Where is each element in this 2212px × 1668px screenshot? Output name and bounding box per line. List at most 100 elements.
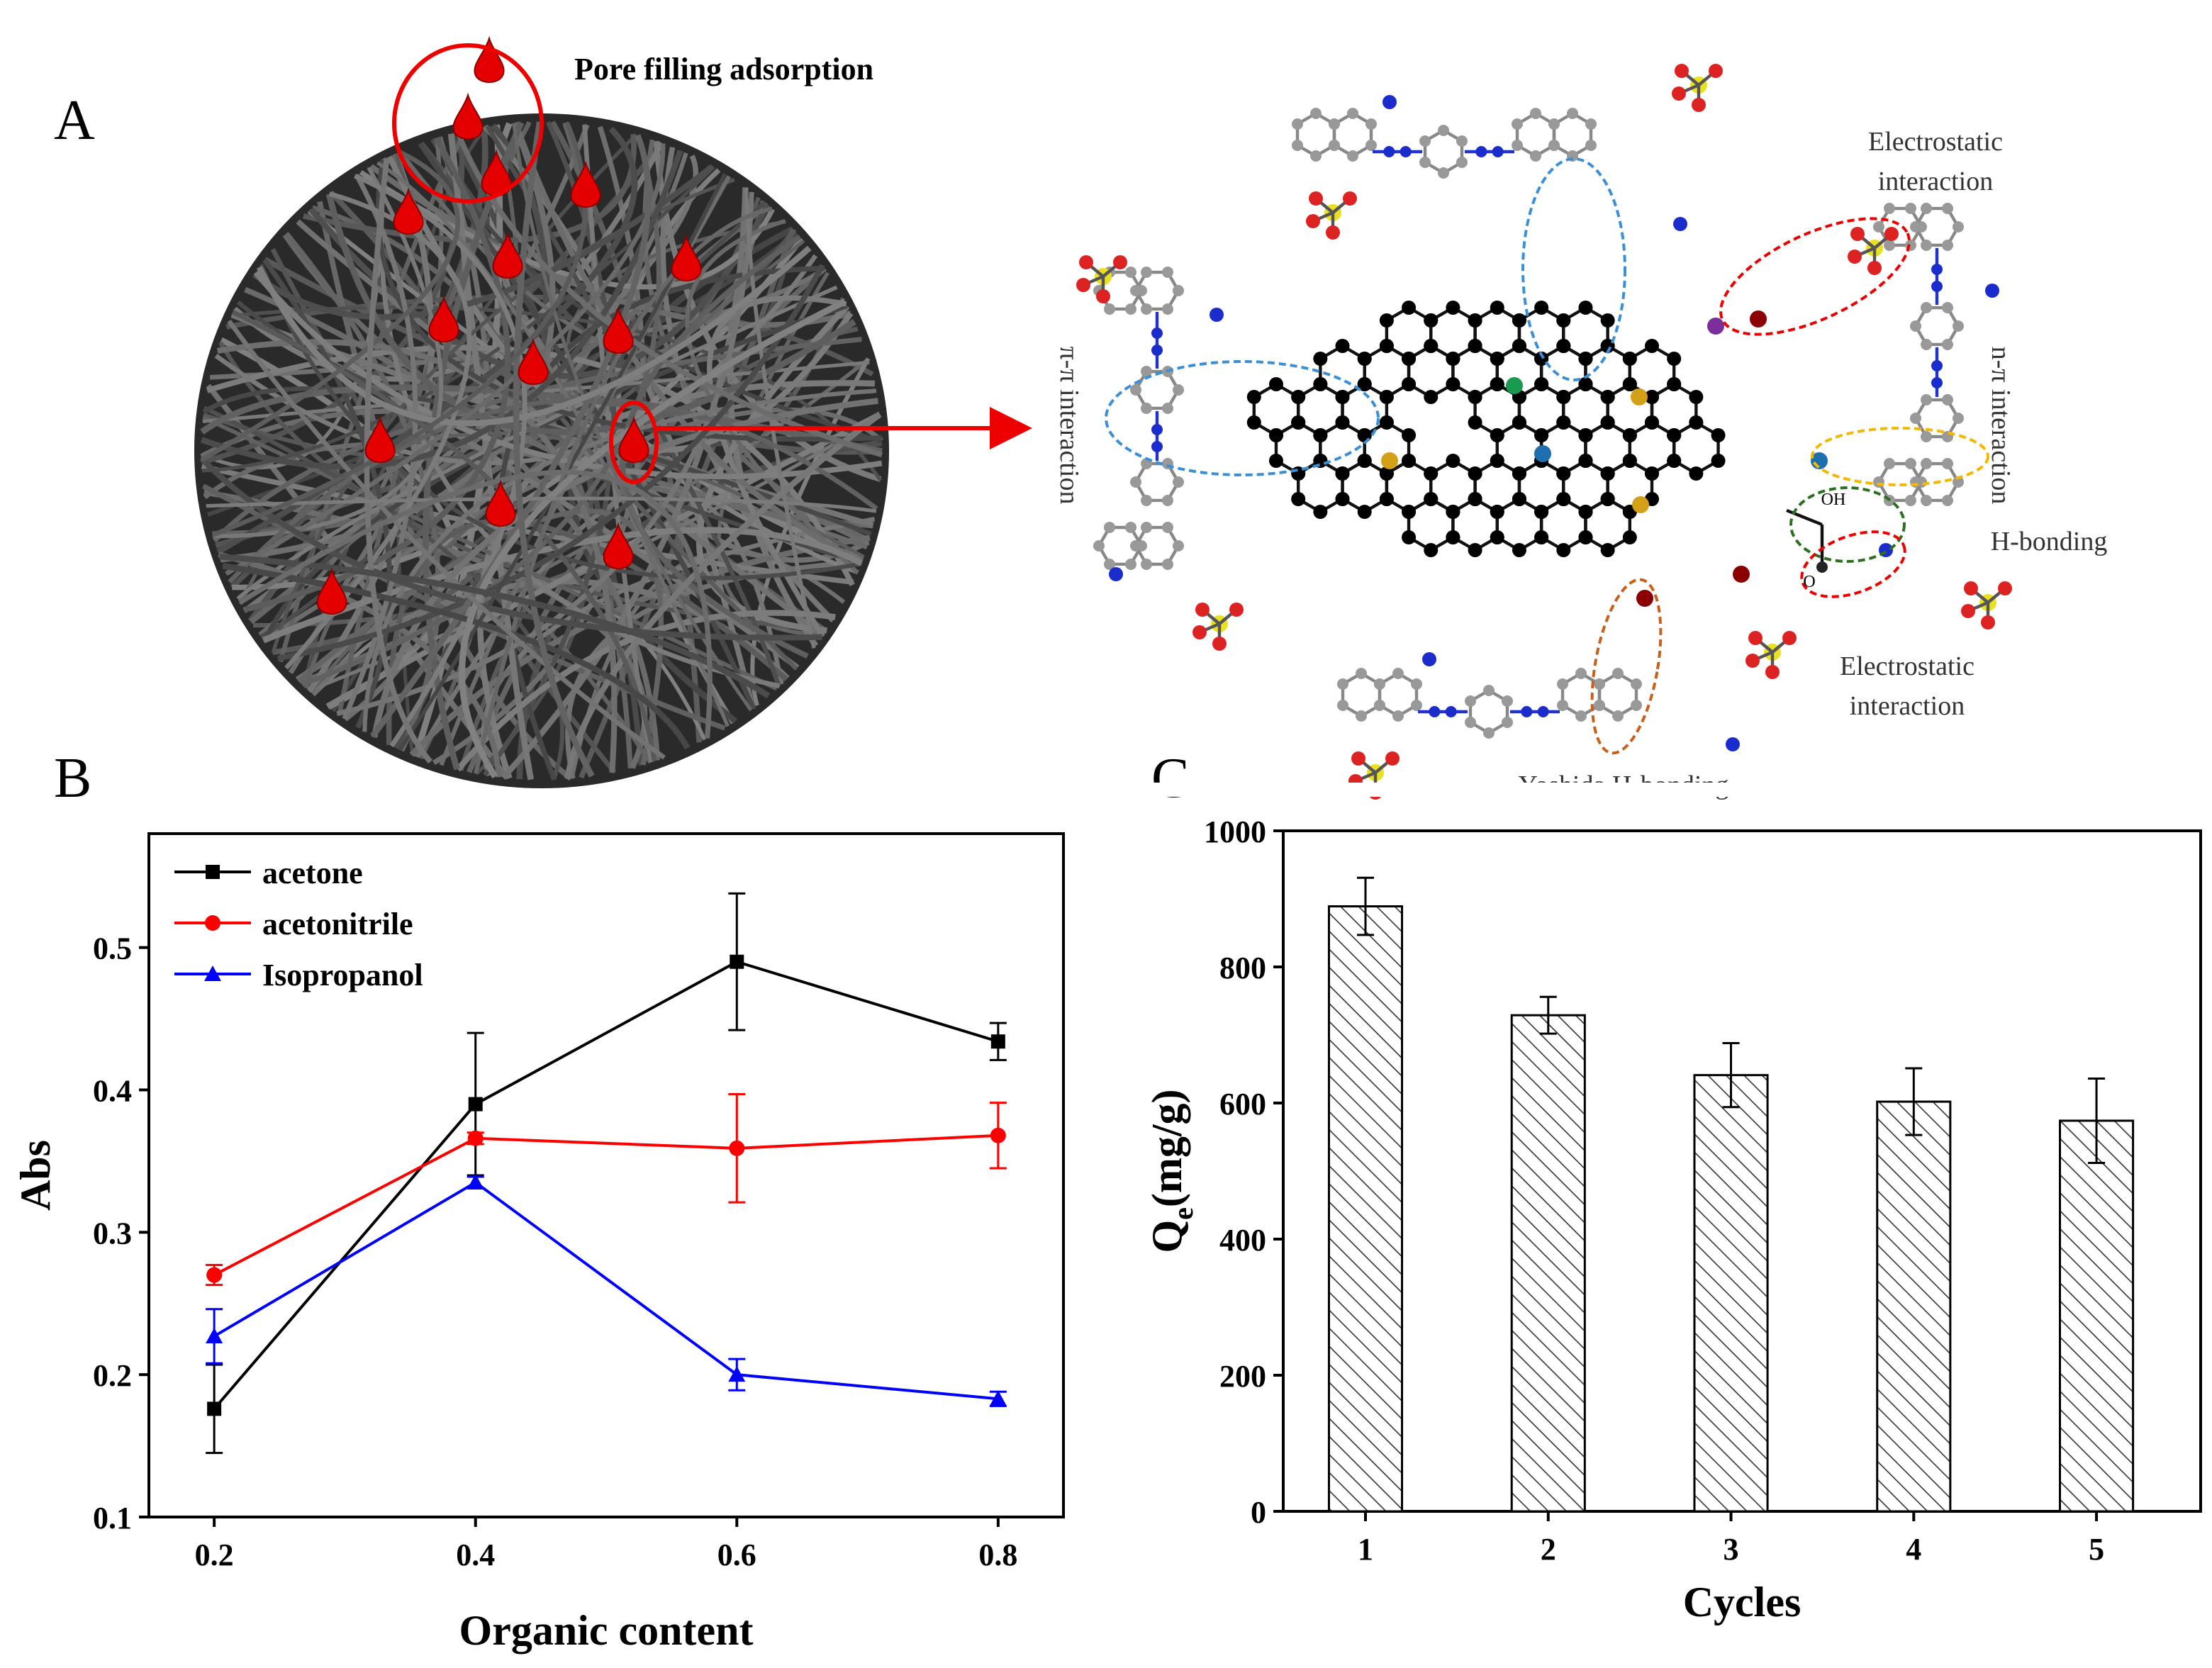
atom xyxy=(1141,366,1152,378)
fiber xyxy=(744,188,816,649)
atom xyxy=(1931,264,1943,275)
atom xyxy=(1534,377,1549,391)
atom xyxy=(1351,751,1365,766)
atom xyxy=(1446,530,1460,544)
atom xyxy=(1125,558,1136,570)
annotation: interaction xyxy=(1850,691,1965,721)
fiber xyxy=(696,303,850,634)
atom xyxy=(1424,492,1439,506)
y-axis-label-part: e xyxy=(1167,1207,1199,1220)
atom xyxy=(1594,678,1606,690)
fiber xyxy=(513,121,595,778)
atom xyxy=(1379,415,1394,430)
fiber xyxy=(227,319,666,760)
atom xyxy=(1313,428,1328,442)
bond-ring xyxy=(1914,306,1960,347)
drop xyxy=(603,522,634,569)
fiber xyxy=(199,457,822,641)
atom xyxy=(1921,302,1932,314)
marker xyxy=(729,1140,745,1156)
highlight-ellipse xyxy=(609,401,659,484)
atom xyxy=(1141,267,1152,279)
error-bar xyxy=(2088,1077,2106,1164)
atom xyxy=(1337,678,1349,690)
atom xyxy=(1745,654,1760,668)
atom xyxy=(1600,543,1615,557)
atom xyxy=(1343,191,1357,206)
drop xyxy=(570,160,601,208)
atom xyxy=(1113,255,1127,269)
line-chart: 0.1 0.2 0.3 0.4 0.5 0.2 0.4 0.6 0.8 Organic conte… xyxy=(12,832,1065,1654)
atom xyxy=(1306,214,1320,228)
atom xyxy=(1141,402,1152,414)
atom xyxy=(1867,261,1882,275)
atom xyxy=(1630,700,1642,711)
atom xyxy=(1347,108,1358,119)
atom xyxy=(1537,706,1549,717)
atom xyxy=(1465,717,1477,728)
x-tick-label: 1 xyxy=(1358,1532,1373,1567)
atom xyxy=(1292,140,1304,151)
atom xyxy=(1575,668,1587,679)
fiber xyxy=(474,206,773,774)
atom xyxy=(1689,415,1704,430)
atom xyxy=(1419,135,1431,147)
atom xyxy=(1357,352,1372,366)
fiber xyxy=(214,254,818,466)
atom xyxy=(1765,665,1780,679)
atom xyxy=(1490,428,1504,442)
bar xyxy=(2059,1119,2135,1513)
atom xyxy=(1884,458,1895,470)
fiber xyxy=(276,264,825,661)
atom xyxy=(1884,203,1895,215)
atom xyxy=(1335,492,1350,506)
atom xyxy=(1600,390,1615,404)
fiber xyxy=(364,157,433,764)
atom xyxy=(1636,590,1653,607)
atom xyxy=(1512,118,1524,130)
atom xyxy=(1667,377,1682,391)
atom xyxy=(1076,278,1090,292)
fiber xyxy=(354,174,527,748)
atom xyxy=(1622,454,1637,468)
bond-ring xyxy=(1332,111,1373,158)
fiber xyxy=(301,135,661,687)
atom xyxy=(1385,751,1400,766)
atom xyxy=(1921,203,1932,215)
atom xyxy=(1490,377,1504,391)
atom xyxy=(1424,466,1439,481)
fiber xyxy=(308,203,771,379)
atom xyxy=(1501,695,1513,707)
bar xyxy=(1693,1074,1769,1513)
bond-ring xyxy=(1495,497,1543,552)
atom xyxy=(1446,454,1460,468)
atom xyxy=(1578,352,1593,366)
y-tick-label: 0.1 xyxy=(93,1501,132,1535)
atom xyxy=(1961,604,1975,618)
error-bar xyxy=(1905,1067,1923,1136)
bond-ring xyxy=(1407,497,1455,552)
fiber xyxy=(379,159,781,689)
fiber xyxy=(202,360,870,423)
atom xyxy=(1468,543,1482,557)
y-axis-label-part: Q xyxy=(1144,1220,1190,1253)
series-line xyxy=(213,1180,999,1401)
atom xyxy=(1329,140,1341,151)
atom xyxy=(1490,352,1504,366)
x-tick-label: 0.8 xyxy=(978,1538,1017,1572)
atom xyxy=(1291,390,1306,404)
atom xyxy=(1130,476,1141,488)
atom xyxy=(1402,530,1417,544)
atom xyxy=(1985,284,1999,298)
fiber xyxy=(620,234,809,659)
fiber xyxy=(232,310,657,762)
atom xyxy=(1357,377,1372,391)
panel-label: C xyxy=(1151,747,1189,810)
annotation: Pore filling adsorption xyxy=(574,52,873,86)
fiber xyxy=(259,264,862,581)
atom xyxy=(1446,377,1460,391)
atom xyxy=(1645,390,1660,404)
drop xyxy=(671,234,702,281)
annotation: π-π interaction xyxy=(1054,346,1084,504)
